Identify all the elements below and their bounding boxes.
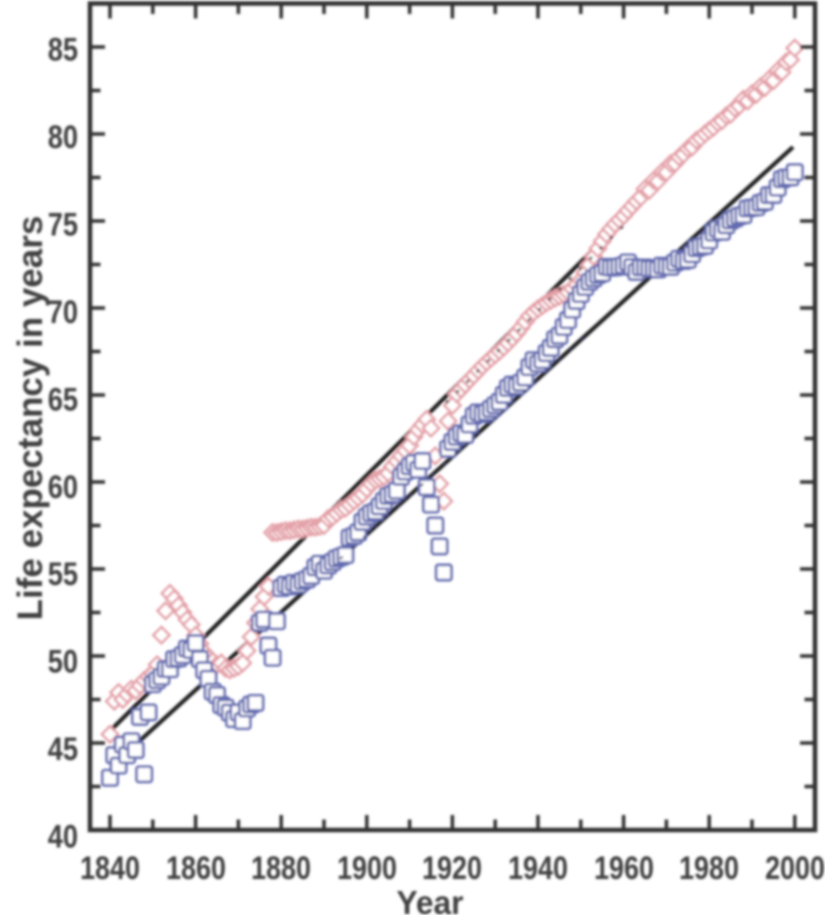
svg-text:Year: Year (397, 884, 464, 915)
svg-text:Life expectancy in years: Life expectancy in years (11, 216, 50, 621)
svg-text:1880: 1880 (251, 851, 311, 887)
svg-text:45: 45 (48, 732, 78, 768)
svg-text:80: 80 (48, 120, 78, 156)
svg-text:55: 55 (48, 557, 78, 593)
svg-text:60: 60 (48, 470, 78, 506)
svg-text:1960: 1960 (594, 851, 654, 887)
svg-text:1840: 1840 (80, 851, 140, 887)
svg-text:65: 65 (48, 382, 78, 418)
svg-text:1860: 1860 (166, 851, 226, 887)
svg-text:75: 75 (48, 207, 78, 243)
svg-text:40: 40 (48, 819, 78, 855)
svg-text:50: 50 (48, 645, 78, 681)
svg-text:70: 70 (48, 295, 78, 331)
svg-text:1920: 1920 (422, 851, 482, 887)
svg-text:2000: 2000 (765, 851, 825, 887)
svg-text:1940: 1940 (508, 851, 568, 887)
svg-text:85: 85 (48, 32, 78, 68)
svg-text:1980: 1980 (679, 851, 739, 887)
svg-text:1900: 1900 (337, 851, 397, 887)
